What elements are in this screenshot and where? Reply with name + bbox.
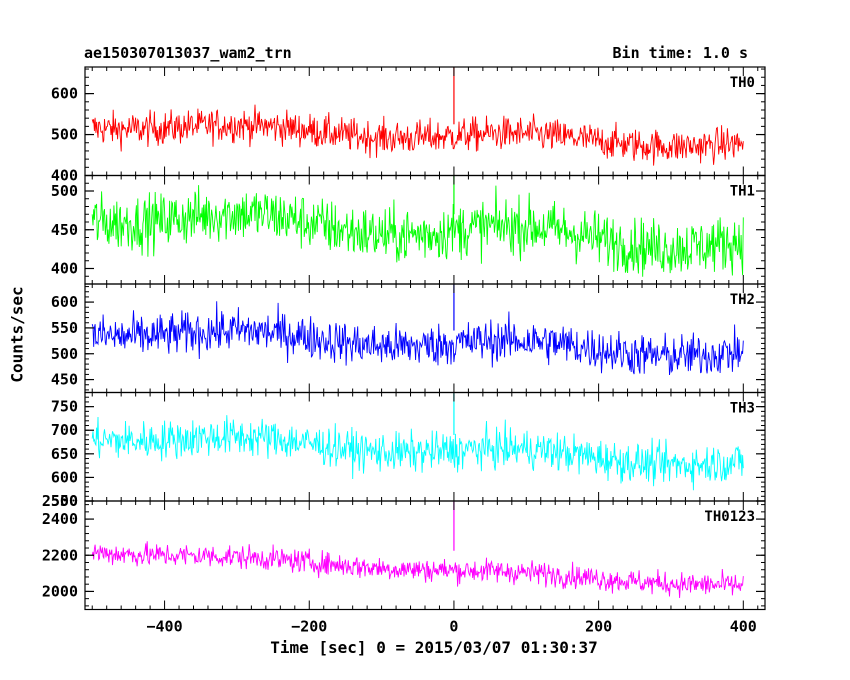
y-tick-label: 600: [51, 293, 78, 311]
y-tick-label: 600: [51, 85, 78, 103]
panel-label-th3: TH3: [730, 401, 755, 417]
x-tick-label: 200: [585, 618, 612, 636]
y-tick-label: 400: [51, 167, 78, 185]
panel-frame-th0: [84, 66, 766, 177]
y-tick-label: 500: [51, 182, 78, 200]
panel-label-th2: TH2: [730, 292, 755, 308]
y-tick-label: 500: [51, 126, 78, 144]
y-tick-label: 400: [51, 260, 78, 278]
panel-label-th0123: TH0123: [704, 509, 755, 525]
x-tick-label: −200: [291, 618, 327, 636]
series-th1: [91, 185, 744, 277]
y-tick-label: 650: [51, 445, 78, 463]
bin-time-label: Bin time: 1.0 s: [612, 44, 748, 62]
y-tick-label: 500: [51, 345, 78, 363]
y-axis-label: Counts/sec: [7, 286, 27, 383]
y-tick-label: 450: [51, 221, 78, 239]
y-tick-label: 2200: [42, 546, 78, 564]
series-th2: [91, 301, 744, 376]
y-tick-label: 550: [51, 492, 78, 510]
series-th0: [91, 104, 744, 166]
series-th0123: [91, 541, 744, 599]
panel-frame-th0123: [84, 500, 766, 611]
series-th3: [91, 415, 744, 491]
y-tick-label: 2400: [42, 510, 78, 528]
y-tick-label: 700: [51, 421, 78, 439]
y-tick-label: 750: [51, 398, 78, 416]
x-tick-label: 0: [449, 618, 458, 636]
y-tick-label: 600: [51, 468, 78, 486]
x-tick-label: −400: [147, 618, 183, 636]
y-tick-label: 550: [51, 319, 78, 337]
panel-frame-th3: [84, 391, 766, 502]
y-tick-label: 2500: [42, 492, 78, 510]
y-tick-label: 450: [51, 371, 78, 389]
panel-label-th1: TH1: [730, 184, 755, 200]
panel-label-th0: TH0: [730, 75, 755, 91]
chart-title: ae150307013037_wam2_trn: [84, 44, 292, 62]
x-tick-label: 400: [730, 618, 757, 636]
x-axis-label: Time [sec] 0 = 2015/03/07 01:30:37: [270, 638, 598, 657]
y-tick-label: 2000: [42, 582, 78, 600]
